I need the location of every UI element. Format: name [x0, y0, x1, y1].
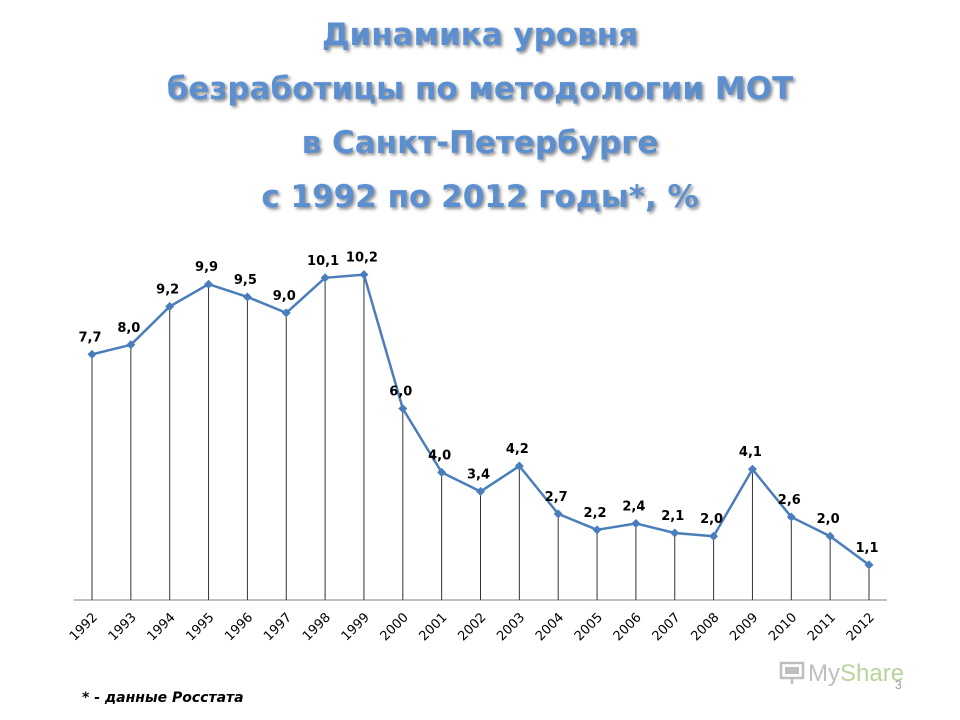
x-tick-label-1998: 1998 — [300, 610, 334, 644]
x-tick-label-1996: 1996 — [222, 610, 256, 644]
data-label-2001: 4,0 — [428, 448, 451, 463]
data-label-2006: 2,4 — [622, 499, 645, 514]
data-label-2009: 4,1 — [739, 445, 762, 460]
title-line-1: Динамика уровня — [321, 17, 639, 53]
data-label-2011: 2,0 — [817, 512, 840, 527]
marker-2001 — [437, 467, 447, 477]
marker-1994 — [165, 302, 175, 312]
footnote: * - данные Росстата — [82, 690, 244, 706]
marker-2003 — [514, 461, 524, 471]
slide-title: Динамика уровня безработицы по методолог… — [0, 8, 960, 224]
marker-2010 — [786, 512, 796, 522]
x-tick-label-1997: 1997 — [261, 610, 295, 644]
data-label-1997: 9,0 — [273, 289, 296, 304]
marker-1997 — [281, 308, 291, 318]
x-tick-label-2009: 2009 — [727, 610, 761, 644]
logo-text: MyShare — [808, 660, 905, 687]
marker-1998 — [320, 273, 330, 283]
data-label-1993: 8,0 — [117, 321, 140, 336]
data-label-2007: 2,1 — [661, 509, 684, 524]
marker-1999 — [359, 270, 369, 280]
marker-2002 — [476, 487, 485, 497]
title-line-3: в Санкт-Петербурге — [301, 125, 659, 161]
data-label-1998: 10,1 — [307, 254, 339, 269]
marker-1996 — [242, 292, 252, 302]
marker-2000 — [398, 404, 408, 414]
marker-2012 — [864, 560, 874, 570]
x-tick-label-2008: 2008 — [688, 610, 722, 644]
x-tick-label-2006: 2006 — [611, 610, 645, 644]
marker-2008 — [709, 531, 719, 541]
marker-1995 — [204, 279, 214, 289]
x-tick-label-1993: 1993 — [106, 610, 140, 644]
data-label-1999: 10,2 — [346, 251, 378, 266]
x-tick-label-2012: 2012 — [844, 610, 878, 644]
data-label-1994: 9,2 — [156, 283, 179, 298]
x-tick-label-2002: 2002 — [455, 610, 489, 644]
data-label-1996: 9,5 — [234, 273, 257, 288]
x-tick-label-2010: 2010 — [766, 610, 800, 644]
page-number: 3 — [895, 678, 902, 692]
x-tick-label-2011: 2011 — [805, 610, 839, 644]
x-tick-label-2005: 2005 — [572, 610, 606, 644]
marker-2006 — [631, 518, 641, 528]
data-label-2010: 2,6 — [778, 493, 801, 508]
marker-1992 — [87, 349, 97, 359]
x-tick-label-2000: 2000 — [378, 610, 412, 644]
data-label-2000: 6,0 — [389, 385, 412, 400]
marker-2011 — [825, 531, 835, 541]
data-label-1992: 7,7 — [78, 330, 101, 345]
x-tick-label-1999: 1999 — [339, 610, 373, 644]
title-line-4: с 1992 по 2012 годы*, % — [261, 179, 699, 215]
data-label-2003: 4,2 — [506, 442, 529, 457]
x-tick-label-2001: 2001 — [416, 610, 450, 644]
marker-2004 — [553, 509, 563, 519]
marker-2005 — [592, 525, 602, 535]
data-label-2008: 2,0 — [700, 512, 723, 527]
x-tick-label-1994: 1994 — [145, 610, 179, 644]
marker-2007 — [670, 528, 680, 538]
data-label-2005: 2,2 — [584, 506, 607, 521]
myshared-logo: MyShare — [778, 658, 928, 690]
x-tick-label-2007: 2007 — [650, 610, 684, 644]
data-label-2004: 2,7 — [545, 490, 568, 505]
x-tick-label-2003: 2003 — [494, 610, 528, 644]
title-line-2: безработицы по методологии МОТ — [166, 71, 794, 107]
data-label-2012: 1,1 — [855, 541, 878, 556]
x-tick-label-1992: 1992 — [67, 610, 101, 644]
presentation-screen-icon — [779, 661, 805, 684]
data-label-1995: 9,9 — [195, 260, 218, 275]
data-label-2002: 3,4 — [467, 468, 490, 483]
marker-2009 — [747, 464, 757, 474]
marker-1993 — [126, 340, 136, 350]
x-tick-label-2004: 2004 — [533, 610, 567, 644]
x-tick-label-1995: 1995 — [183, 610, 217, 644]
